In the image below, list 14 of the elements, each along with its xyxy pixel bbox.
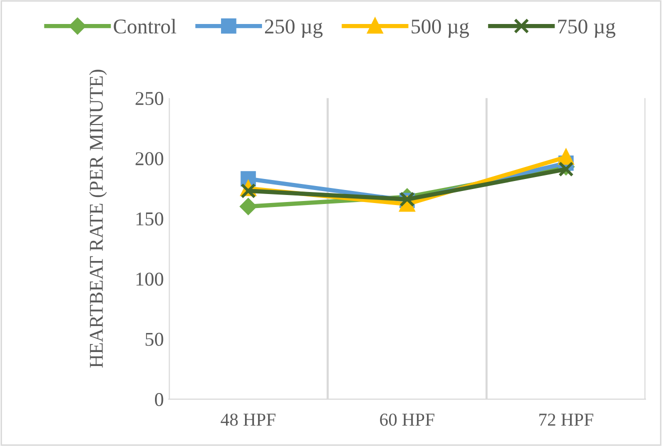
legend-label: Control bbox=[114, 18, 176, 34]
x-tick-label: 72 HPF bbox=[539, 414, 594, 426]
y-tick-label: 100 bbox=[136, 272, 164, 286]
legend-label: 500 µg bbox=[412, 19, 469, 38]
x-tick-label: 48 HPF bbox=[220, 414, 276, 426]
y-tick-label: 150 bbox=[136, 212, 164, 226]
legend-label: 750 µg bbox=[558, 19, 616, 38]
x-tick-label: 60 HPF bbox=[380, 414, 434, 426]
legend-label: 250 µg bbox=[265, 19, 323, 38]
y-axis-title: HEARTBEAT RATE (PER MINUTE) bbox=[89, 70, 107, 368]
y-tick-label: 0 bbox=[154, 392, 164, 406]
y-tick-label: 250 bbox=[136, 92, 164, 106]
y-tick-label: 200 bbox=[136, 152, 164, 166]
y-tick-label: 50 bbox=[146, 332, 164, 346]
